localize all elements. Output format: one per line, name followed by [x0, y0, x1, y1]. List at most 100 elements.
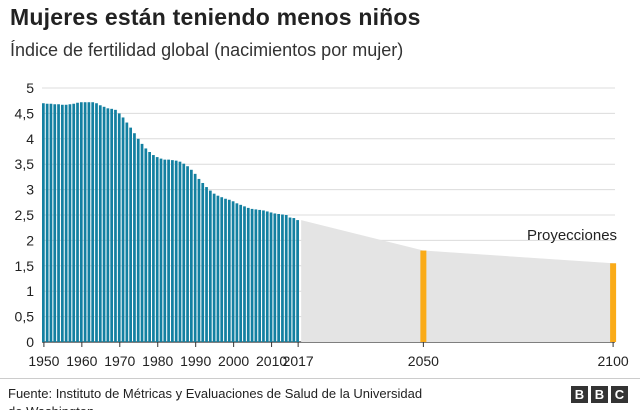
bar-projection [610, 263, 617, 342]
bar-historical [220, 197, 224, 342]
bar-historical [42, 103, 45, 343]
bar-historical [292, 218, 296, 342]
bar-historical [189, 169, 193, 342]
x-tick-label: 2010 [256, 353, 287, 369]
y-tick-label: 3 [26, 182, 34, 198]
x-tick-label: 2100 [598, 353, 629, 369]
bar-historical [246, 207, 250, 342]
bbc-logo-letter: B [571, 386, 588, 403]
bar-historical [235, 203, 239, 342]
bar-historical [129, 127, 133, 343]
projection-annotation: Proyecciones [527, 227, 617, 244]
y-tick-label: 5 [26, 80, 34, 96]
x-tick-label: 2000 [218, 353, 249, 369]
footer-divider [0, 378, 640, 379]
bar-historical [193, 173, 197, 342]
bar-historical [227, 199, 231, 342]
bar-historical [140, 143, 144, 342]
bar-historical [152, 155, 155, 342]
bar-historical [273, 213, 277, 342]
bar-historical [205, 187, 208, 342]
bar-historical [281, 214, 284, 342]
bar-historical [114, 109, 117, 343]
bar-historical [288, 217, 292, 342]
bar-historical [208, 190, 212, 342]
bar-historical [284, 215, 288, 342]
x-tick-label: 2050 [408, 353, 439, 369]
y-tick-label: 1,5 [15, 258, 35, 274]
x-tick-label: 1960 [66, 353, 97, 369]
bar-historical [163, 159, 167, 342]
x-tick-label: 1990 [180, 353, 211, 369]
bar-historical [57, 104, 60, 342]
bar-historical [258, 209, 262, 342]
y-tick-label: 2,5 [15, 207, 35, 223]
projection-area [301, 220, 614, 342]
bar-historical [53, 104, 57, 342]
bbc-logo-letter: B [591, 386, 608, 403]
bar-historical [49, 103, 53, 342]
bar-historical [68, 104, 72, 342]
y-tick-label: 4 [26, 131, 34, 147]
bar-historical [212, 193, 216, 342]
y-axis-ticks: 0 0,5 1 1,5 2 2,5 3 3,5 4 4,5 5 [15, 80, 35, 350]
bar-historical [159, 158, 163, 342]
bar-historical [174, 160, 178, 342]
bar-historical [171, 160, 174, 342]
bar-historical [91, 102, 95, 342]
bar-historical [197, 178, 201, 342]
bar-historical [296, 220, 299, 342]
bar-historical [117, 113, 121, 343]
bar-historical [201, 182, 205, 342]
y-tick-label: 2 [26, 232, 34, 248]
bar-historical [64, 104, 68, 342]
y-tick-label: 3,5 [15, 156, 35, 172]
bar-historical [182, 163, 186, 342]
bar-historical [265, 211, 269, 342]
bar-historical [87, 102, 91, 342]
y-tick-label: 1 [26, 283, 34, 299]
bar-historical [110, 108, 114, 342]
y-tick-label: 4,5 [15, 105, 35, 121]
y-tick-label: 0 [26, 334, 34, 350]
bar-historical [148, 152, 151, 342]
y-tick-label: 0,5 [15, 309, 35, 325]
x-tick-label: 1950 [28, 353, 59, 369]
bar-historical [178, 161, 182, 342]
bar-historical [125, 122, 129, 342]
bar-historical [95, 103, 98, 343]
bar-historical [98, 105, 102, 342]
bar-historical [269, 212, 273, 342]
x-tick-label: 1980 [142, 353, 173, 369]
bar-historical [262, 210, 265, 342]
bar-historical [83, 102, 87, 342]
chart-subtitle: Índice de fertilidad global (nacimientos… [10, 40, 404, 60]
bar-historical [60, 104, 64, 342]
bar-historical [72, 103, 76, 342]
bar-historical [45, 103, 49, 342]
bar-historical [186, 166, 189, 342]
bar-historical [254, 209, 258, 342]
bbc-logo: B B C [571, 386, 628, 403]
bars [42, 102, 617, 343]
projection-shading [301, 220, 614, 342]
bar-historical [216, 195, 220, 342]
bar-historical [243, 206, 246, 342]
bar-historical [106, 108, 110, 342]
source-text: Fuente: Instituto de Métricas y Evaluaci… [8, 386, 423, 401]
bar-historical [121, 117, 125, 343]
bar-historical [224, 198, 227, 342]
bar-historical [76, 102, 79, 343]
chart-title: Mujeres están teniendo menos niños [10, 4, 421, 30]
bar-historical [102, 106, 106, 343]
bar-historical [250, 208, 254, 342]
bar-historical [155, 157, 159, 342]
bar-historical [79, 102, 83, 342]
x-tick-label: 2017 [283, 353, 314, 369]
x-tick-label: 1970 [104, 353, 135, 369]
bar-historical [231, 201, 235, 342]
source-text-continued: de Washington [8, 404, 94, 410]
bar-historical [277, 213, 281, 342]
